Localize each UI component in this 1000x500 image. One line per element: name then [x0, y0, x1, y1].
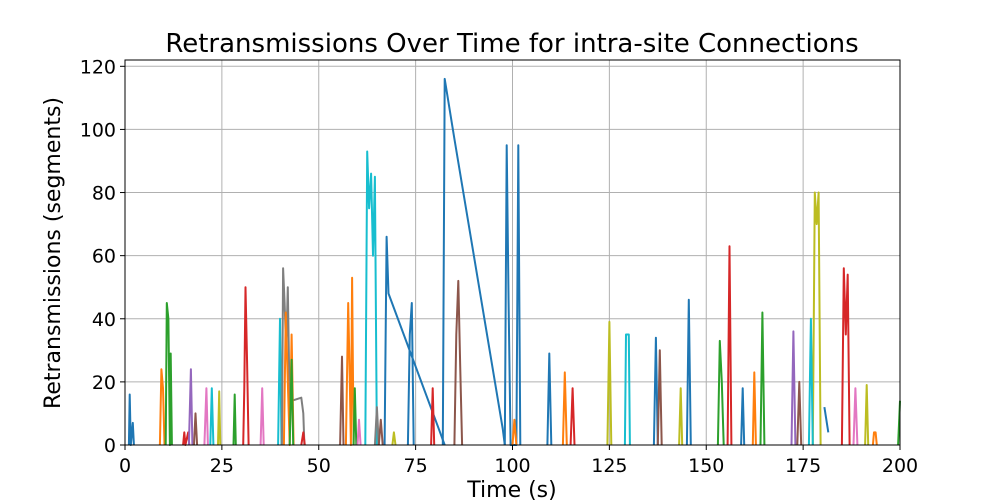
series-line-53: [864, 384, 870, 446]
series-line-47: [796, 380, 803, 446]
y-tick-label: 80: [92, 183, 116, 205]
y-tick-label: 40: [92, 309, 116, 331]
series-line-49: [807, 317, 814, 446]
series-line-18: [344, 276, 355, 446]
series-line-14: [282, 311, 295, 446]
series-line-10: [242, 286, 250, 446]
series-line-23: [377, 418, 384, 446]
series-line-9: [232, 393, 237, 446]
series-line-37: [652, 336, 659, 446]
y-tick-label: 60: [92, 246, 116, 268]
series-line-34: [569, 387, 576, 446]
y-axis-label: Retransmissions (segments): [41, 97, 66, 409]
x-tick-label: 150: [688, 455, 724, 477]
x-tick-label: 125: [591, 455, 627, 477]
x-axis-label: Time (s): [466, 478, 556, 500]
series-line-38: [656, 349, 663, 446]
chart-title: Retransmissions Over Time for intra-site…: [165, 29, 858, 59]
series-line-41: [716, 339, 725, 446]
series-line-54: [871, 431, 878, 446]
axis-ticks: 0 25 50 75 100 125 150 175 200 0 20 40 60 80 100 120: [80, 56, 918, 477]
series-line-45: [759, 311, 766, 446]
grid-lines: [124, 60, 901, 446]
y-tick-label: 20: [92, 372, 116, 394]
series-line-51: [840, 267, 851, 446]
series-line-13: [280, 267, 306, 446]
series-line-48: [811, 191, 822, 446]
series-line-20: [356, 418, 362, 446]
series-line-50: [823, 406, 830, 433]
series-line-24: [383, 235, 446, 446]
series-line-25: [441, 77, 506, 446]
series-line-32: [546, 352, 553, 446]
series-line-35: [606, 320, 613, 446]
series-line-27: [406, 302, 415, 446]
x-tick-label: 25: [210, 455, 234, 477]
x-tick-label: 0: [119, 455, 131, 477]
series-line-39: [678, 387, 684, 446]
series-line-17: [339, 355, 345, 446]
series-line-43: [740, 387, 746, 446]
series-line-7: [209, 387, 215, 446]
series-line-42: [726, 245, 733, 446]
series-line-11: [259, 387, 265, 446]
series-line-5: [193, 412, 199, 446]
series-line-4: [187, 368, 194, 446]
series-line-46: [790, 330, 797, 446]
series-line-40: [685, 298, 692, 446]
series-line-21: [364, 150, 378, 446]
series-line-0: [127, 393, 135, 446]
series-line-26: [391, 431, 397, 446]
x-tick-label: 200: [882, 455, 918, 477]
x-tick-label: 100: [494, 455, 530, 477]
series-line-6: [203, 387, 209, 446]
series-line-1: [158, 368, 166, 446]
series-line-44: [751, 371, 757, 446]
series-line-16: [300, 431, 306, 446]
x-tick-label: 175: [785, 455, 821, 477]
series-line-15: [288, 358, 295, 446]
series-line-29: [453, 279, 464, 446]
series-line-31: [511, 418, 518, 446]
series-line-12: [277, 317, 283, 446]
x-tick-label: 50: [307, 455, 331, 477]
series-line-28: [430, 387, 436, 446]
series-line-33: [561, 371, 568, 446]
series-line-36: [623, 333, 631, 446]
x-tick-label: 75: [404, 455, 428, 477]
y-tick-label: 100: [80, 119, 116, 141]
y-tick-label: 120: [80, 56, 116, 78]
series-line-2: [164, 302, 173, 446]
series-line-52: [852, 387, 859, 446]
series-line-22: [373, 406, 380, 446]
series-lines: [127, 77, 901, 446]
series-line-19: [352, 387, 358, 446]
series-line-8: [217, 390, 222, 446]
y-tick-label: 0: [104, 435, 116, 457]
